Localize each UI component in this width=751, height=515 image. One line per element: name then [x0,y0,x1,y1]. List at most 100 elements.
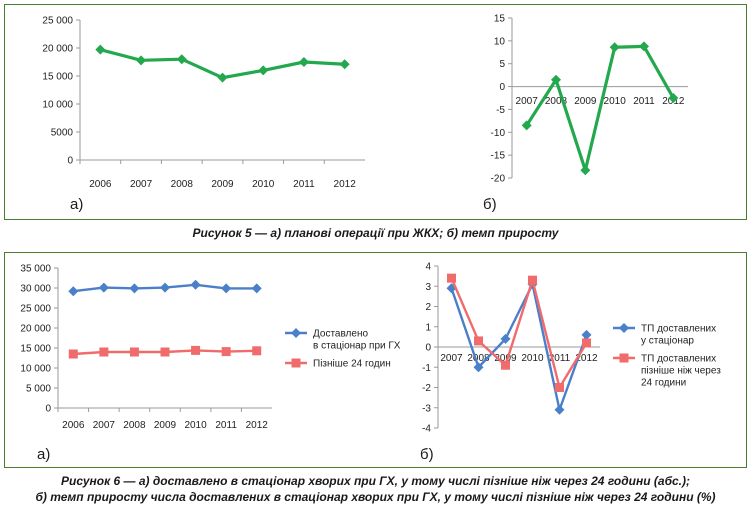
fig5b-y-tick-label: 10 [494,36,506,47]
fig5a-data-point [339,59,350,70]
fig5b-y-tick-label: 5 [499,59,505,70]
fig5b-x-tick-label: 2010 [604,96,627,107]
fig5b-data-point [609,42,620,53]
fig5a-y-tick-label: 10 000 [42,100,73,111]
fig6a-legend-label: Доставлено [313,329,368,340]
figure5-caption: Рисунок 5 — а) планові операції при ЖКХ;… [192,226,559,240]
fig6a-data-point [160,282,170,293]
fig5a-data-point [136,55,147,66]
fig5b-y-tick-label: -20 [491,174,506,185]
fig5a-x-tick-label: 2012 [334,179,357,190]
fig6a-y-tick-label: 0 [45,404,51,415]
fig6b-data-point [582,338,591,348]
fig5a-x-tick-label: 2007 [130,179,153,190]
fig6b-legend-label: у стаціонар [641,336,694,347]
fig6b-legend-marker [619,353,629,363]
fig6a-y-tick-label: 30 000 [20,284,51,295]
fig6b-y-tick-label: 3 [425,282,431,293]
fig6a-data-point [98,282,109,293]
fig6b-legend-label: ТП доставлених [641,324,716,335]
fig6a-legend-marker [291,328,301,338]
fig6a-data-point [68,349,78,359]
fig5b-data-point [668,93,679,103]
fig5a-y-tick-label: 5000 [51,128,74,139]
fig5b-x-tick-label: 2009 [574,96,597,107]
fig6a-y-tick-label: 20 000 [20,324,51,335]
fig6a-data-point [99,347,109,357]
fig6a-y-tick-label: 15 000 [20,344,51,355]
fig5a-data-point [176,54,187,65]
fig5a-x-tick-label: 2011 [293,179,315,190]
fig6b-x-tick-label: 2007 [440,353,463,364]
fig5b-data-point [551,74,561,85]
fig6b-legend-label: 24 години [641,378,686,389]
fig6b-x-tick-label: 2012 [575,353,598,364]
fig6a-x-tick-label: 2011 [215,420,237,431]
fig6b-y-tick-label: -1 [422,363,431,374]
fig6b-data-point [500,333,511,344]
fig6b-y-tick-label: -3 [422,403,431,414]
fig6b-legend-marker [619,323,629,333]
fig6a-data-point [129,347,139,357]
fig6a-legend-label: в стаціонар при ГХ [313,341,401,352]
figure5-frame [4,4,747,220]
fig5b-y-tick-label: -10 [491,128,506,139]
fig6b-y-tick-label: 1 [425,322,431,333]
fig6b-x-tick-label: 2008 [467,353,490,364]
fig6b-data-point [473,362,484,373]
fig6b-data-point [528,275,537,285]
fig6a-data-point [190,279,201,290]
fig6a-data-point [129,283,140,294]
fig6a-data-point [252,346,262,356]
fig6a-y-tick-label: 35 000 [20,264,51,275]
fig5-panel-b-letter: б) [483,196,497,213]
fig6a-y-tick-label: 10 000 [20,364,51,375]
fig6b-y-tick-label: -4 [422,424,431,435]
fig5b-data-point [639,41,649,52]
fig5a-y-tick-label: 15 000 [42,72,73,83]
fig5b-y-tick-label: 15 [494,14,506,25]
fig6b-series-line-1 [450,283,588,411]
fig6a-data-point [160,347,170,357]
fig6a-y-tick-label: 25 000 [20,304,51,315]
fig6a-data-point [221,283,232,294]
fig6a-data-point [68,286,79,297]
fig6b-data-point [474,336,483,346]
fig6a-x-tick-label: 2006 [62,420,85,431]
fig5a-x-tick-label: 2008 [171,179,194,190]
fig6a-data-point [191,345,201,355]
fig5a-y-tick-label: 0 [67,156,73,167]
fig5b-data-point [521,120,532,131]
fig6a-x-tick-label: 2007 [93,420,116,431]
fig5b-x-tick-label: 2008 [545,96,568,107]
fig6-panel-a-letter: а) [37,446,51,463]
fig6a-x-tick-label: 2010 [184,420,207,431]
fig6b-data-point [447,273,456,283]
fig5a-x-tick-label: 2009 [211,179,234,190]
fig5-panel-a-letter: а) [70,196,84,213]
figure6-frame [4,252,747,468]
fig6a-data-point [251,283,262,294]
fig6b-y-tick-label: 0 [425,343,431,354]
fig6a-x-tick-label: 2009 [154,420,177,431]
fig5a-y-tick-label: 20 000 [42,44,73,55]
fig6b-data-point [581,329,592,340]
fig6b-data-point [555,383,564,392]
fig5b-y-tick-label: -5 [496,105,505,116]
figure6-caption-line1: Рисунок 6 — а) доставлено в стаціонар хв… [60,474,691,488]
fig6a-legend-marker [291,358,301,368]
fig6b-data-point [501,360,510,370]
fig6a-x-tick-label: 2008 [123,420,146,431]
fig5b-data-point [580,165,591,176]
fig5b-y-tick-label: -15 [491,151,506,162]
fig6b-y-tick-label: -2 [422,383,431,394]
fig5a-x-tick-label: 2010 [252,179,275,190]
fig6b-x-tick-label: 2009 [494,353,517,364]
fig5a-x-tick-label: 2006 [89,179,112,190]
figure6-caption-line2: б) темп приросту числа доставлених в ста… [35,490,716,504]
fig6b-data-point [554,404,565,415]
